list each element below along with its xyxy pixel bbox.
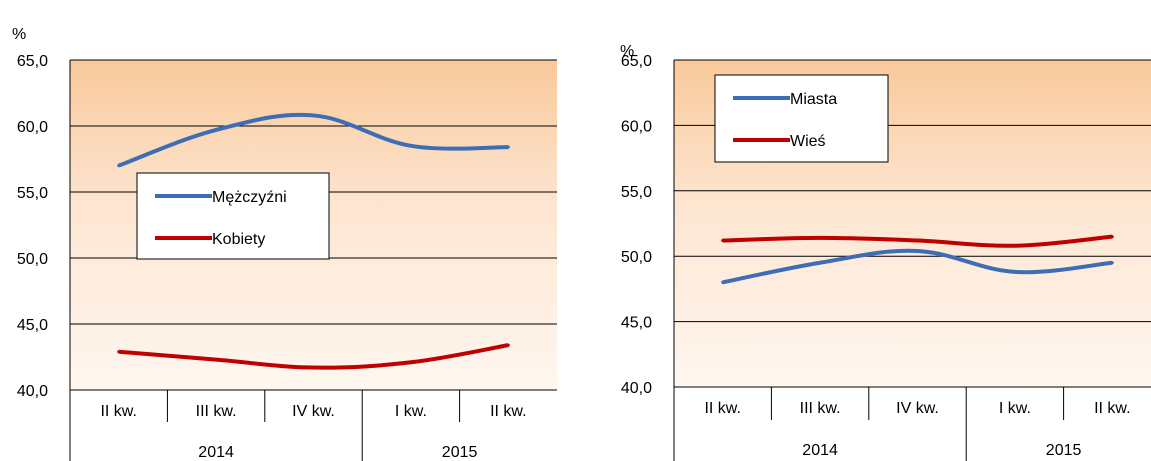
x-tick-label: II kw.: [490, 403, 526, 420]
group-label: 2015: [442, 444, 478, 461]
data-point: [117, 350, 121, 354]
legend-label: Kobiety: [212, 231, 265, 248]
x-tick-label: II kw.: [100, 403, 136, 420]
unit-label: %: [620, 43, 634, 60]
group-label: 2014: [802, 442, 838, 459]
data-point: [506, 343, 510, 347]
group-label: 2014: [198, 444, 234, 461]
x-tick-label: III kw.: [196, 403, 237, 420]
chart-1: 40,0 45,0 50,0 55,0 60,0 65,0% II kw. III kw. IV…: [12, 26, 557, 461]
data-point: [1110, 261, 1114, 265]
y-tick-label: 60,0: [17, 119, 48, 136]
data-point: [818, 261, 822, 265]
chart-2: 40,0 45,0 50,0 55,0 60,0 65,0% II kw. III kw. IV…: [620, 43, 1151, 461]
legend-label: Mężczyźni: [212, 189, 287, 206]
legend-label: Wieś: [790, 133, 826, 150]
x-tick-label: III kw.: [800, 400, 841, 417]
data-point: [721, 239, 725, 243]
data-point: [506, 145, 510, 149]
group-label: 2015: [1046, 442, 1082, 459]
data-point: [409, 360, 413, 364]
y-tick-label: 45,0: [17, 317, 48, 334]
y-tick-label: 55,0: [17, 185, 48, 202]
x-tick-label: I kw.: [999, 400, 1031, 417]
x-tick-label: IV kw.: [896, 400, 939, 417]
y-tick-label: 55,0: [621, 184, 652, 201]
y-tick-label: 65,0: [621, 53, 652, 70]
data-point: [916, 249, 919, 253]
data-point: [818, 236, 822, 240]
data-point: [312, 113, 315, 117]
y-tick-label: 50,0: [17, 251, 48, 268]
unit-label: %: [12, 26, 26, 43]
y-tick-label: 65,0: [17, 53, 48, 70]
data-point: [312, 366, 315, 370]
legend-label: Miasta: [790, 91, 837, 108]
y-tick-label: 60,0: [621, 118, 652, 135]
x-tick-label: II kw.: [704, 400, 740, 417]
data-point: [1013, 244, 1017, 248]
data-point: [721, 280, 725, 284]
data-point: [916, 239, 919, 243]
x-tick-label: II kw.: [1094, 400, 1130, 417]
y-tick-label: 40,0: [17, 383, 48, 400]
x-tick-label: IV kw.: [292, 403, 335, 420]
data-point: [409, 144, 413, 148]
legend-box: [136, 172, 330, 260]
data-point: [1110, 235, 1114, 239]
data-point: [117, 164, 121, 168]
data-point: [214, 358, 218, 362]
x-tick-label: I kw.: [395, 403, 427, 420]
data-point: [214, 128, 218, 132]
data-point: [1013, 270, 1017, 274]
y-tick-label: 45,0: [621, 315, 652, 332]
y-tick-label: 50,0: [621, 249, 652, 266]
legend-box: [714, 74, 889, 163]
y-tick-label: 40,0: [621, 380, 652, 397]
